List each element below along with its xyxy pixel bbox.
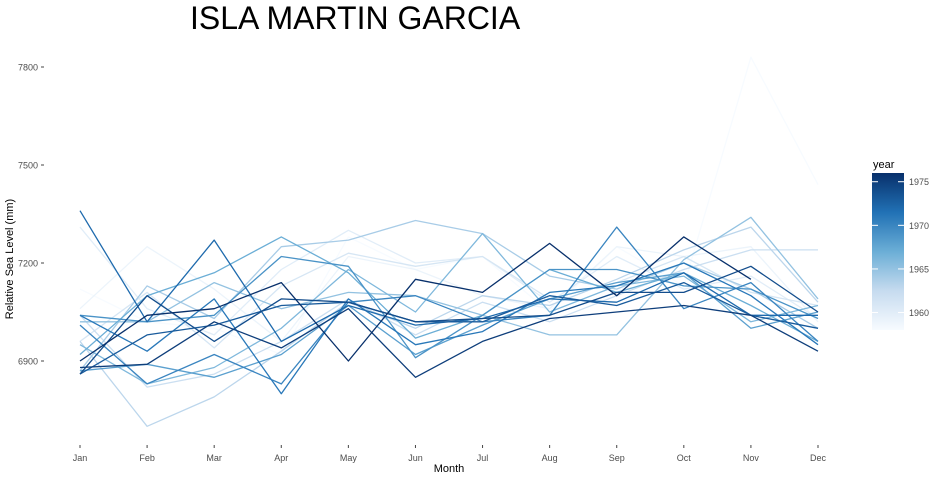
x-axis-label: Month <box>434 463 465 475</box>
x-tick-label: Aug <box>542 453 558 463</box>
series-line-1967 <box>79 236 819 355</box>
y-tick-label: 7500 <box>18 161 38 171</box>
series-line-1970 <box>79 226 819 385</box>
x-tick-label: Jan <box>73 453 88 463</box>
series-line-1964 <box>79 219 819 372</box>
series-line-1958 <box>79 56 819 356</box>
chart-title: ISLA MARTIN GARCIA <box>190 0 521 36</box>
legend-colorbar <box>872 173 904 330</box>
plot-area <box>79 56 819 427</box>
x-tick-label: Jul <box>477 453 489 463</box>
series-line-1966 <box>79 232 819 385</box>
x-tick-label: May <box>340 453 358 463</box>
x-tick-label: Mar <box>206 453 222 463</box>
y-axis: 6900 7200 7500 7800 <box>18 63 44 367</box>
legend-tick-label: 1975 <box>909 177 929 187</box>
x-tick-label: Nov <box>743 453 760 463</box>
legend-tick-label: 1970 <box>909 221 929 231</box>
legend-tick-label: 1965 <box>909 264 929 274</box>
series-line-1968 <box>79 272 819 378</box>
series-line-1965 <box>80 216 819 336</box>
series-line-1976 <box>79 236 752 362</box>
series-line-1974 <box>79 265 819 375</box>
y-axis-label: Relative Sea Level (mm) <box>4 199 16 319</box>
x-tick-label: Apr <box>274 453 288 463</box>
y-tick-label: 6900 <box>18 357 38 367</box>
legend-title: year <box>873 159 895 171</box>
x-tick-label: Feb <box>139 453 155 463</box>
y-tick-label: 7200 <box>18 259 38 269</box>
series-line-1969 <box>79 255 819 359</box>
x-tick-label: Jun <box>408 453 423 463</box>
series-line-1963 <box>79 226 819 427</box>
x-tick-label: Oct <box>677 453 692 463</box>
y-tick-label: 7800 <box>18 63 38 73</box>
legend: year 1960 1965 1970 1975 <box>872 159 929 330</box>
series-line-1961 <box>79 252 819 349</box>
series-line-1959 <box>79 246 819 343</box>
x-tick-label: Sep <box>609 453 625 463</box>
x-axis: Jan Feb Mar Apr May Jun Jul Aug Sep Oct Nov Dec <box>73 445 827 463</box>
legend-tick-label: 1960 <box>909 308 929 318</box>
series-line-1971 <box>79 262 819 395</box>
x-tick-label: Dec <box>810 453 827 463</box>
series-line-1975 <box>79 304 819 378</box>
series-line-1962 <box>79 249 818 388</box>
